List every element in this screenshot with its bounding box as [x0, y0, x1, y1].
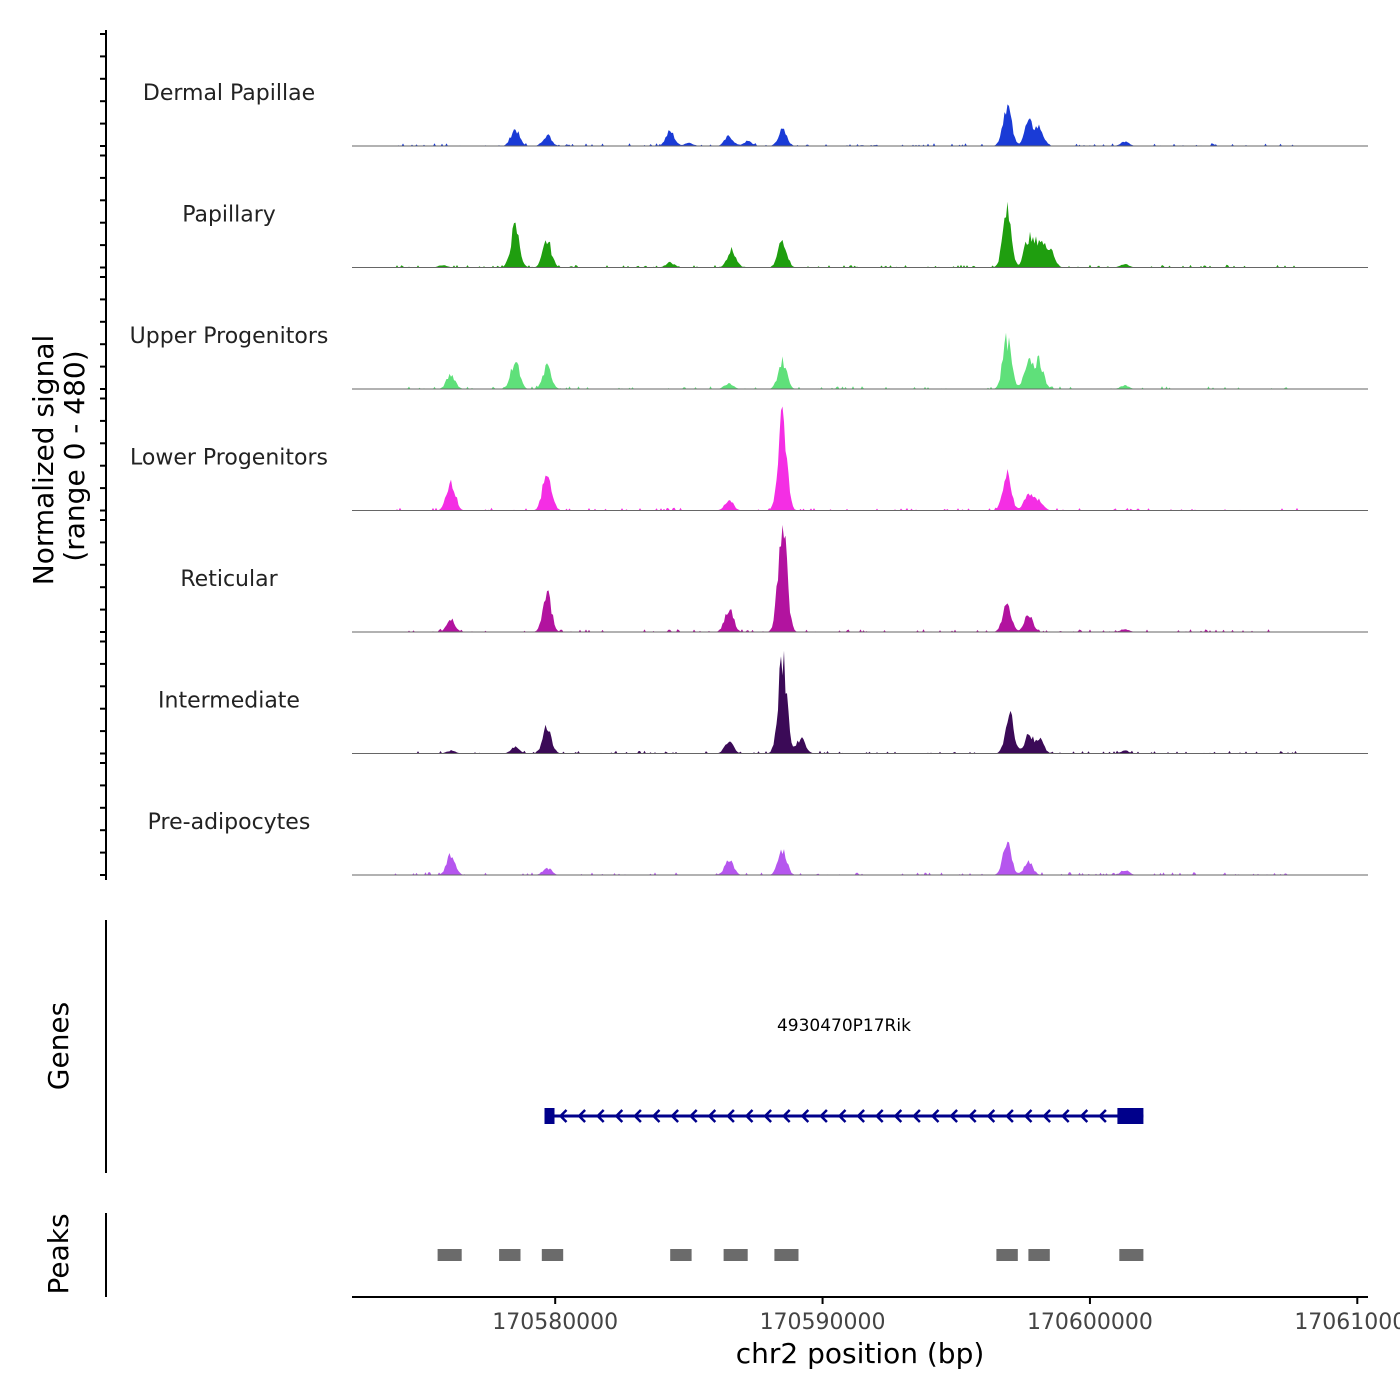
track-intermediate: Intermediate: [158, 650, 1368, 754]
strand-arrow: [633, 1109, 642, 1123]
x-axis-label: chr2 position (bp): [736, 1337, 985, 1370]
gene-name-label: 4930470P17Rik: [777, 1016, 911, 1036]
genes-panel-label: Genes: [42, 1002, 75, 1090]
track-label: Upper Progenitors: [130, 324, 329, 349]
track-label: Dermal Papillae: [143, 81, 315, 106]
strand-arrow: [986, 1109, 996, 1123]
strand-arrow: [930, 1109, 940, 1123]
strand-arrow: [670, 1109, 679, 1123]
coverage-area: [352, 524, 1368, 632]
strand-arrow: [1098, 1109, 1107, 1123]
peak-region: [996, 1249, 1018, 1261]
gene-4930470P17Rik: 4930470P17Rik: [544, 1016, 1144, 1124]
strand-arrow: [1023, 1109, 1033, 1123]
coverage-area: [352, 406, 1368, 511]
strand-arrow: [595, 1109, 605, 1123]
gene-exon: [544, 1108, 555, 1124]
y-axis-label: Normalized signal: [27, 335, 60, 586]
peak-region: [670, 1249, 692, 1261]
track-dermal-papillae: Dermal Papillae: [143, 81, 1368, 147]
coverage-tracks: Dermal Papillae Papillary Upper Progenitor…: [130, 81, 1368, 876]
track-label: Lower Progenitors: [130, 446, 328, 471]
strand-arrow: [763, 1109, 772, 1123]
peak-region: [541, 1249, 564, 1261]
track-lower-progenitors: Lower Progenitors: [130, 406, 1368, 511]
gene-exon: [1117, 1108, 1144, 1124]
y-axis-range-label: (range 0 - 480): [58, 350, 91, 561]
peak-region: [1028, 1249, 1050, 1261]
coverage-area: [352, 650, 1368, 754]
strand-arrow: [1079, 1109, 1089, 1123]
track-label: Pre-adipocytes: [148, 810, 311, 835]
strand-arrow: [893, 1109, 903, 1123]
track-reticular: Reticular: [180, 524, 1368, 633]
strand-arrow: [726, 1109, 735, 1123]
strand-arrow: [912, 1109, 921, 1123]
x-tick-label: 170610000: [1294, 1310, 1400, 1335]
track-pre-adipocytes: Pre-adipocytes: [148, 810, 1368, 876]
strand-arrow: [949, 1109, 958, 1123]
strand-arrow: [800, 1109, 810, 1123]
strand-arrow: [819, 1109, 828, 1123]
strand-arrow: [837, 1109, 847, 1123]
strand-arrow: [688, 1109, 698, 1123]
peak-region: [723, 1249, 748, 1261]
strand-arrow: [577, 1109, 586, 1123]
strand-arrow: [874, 1109, 884, 1123]
track-label: Reticular: [180, 567, 278, 592]
peak-region: [774, 1249, 799, 1261]
gene-annotations: 4930470P17Rik: [544, 1016, 1144, 1124]
peaks-panel-label: Peaks: [42, 1213, 75, 1294]
x-tick-label: 170600000: [1027, 1310, 1153, 1335]
coverage-area: [352, 332, 1368, 389]
strand-arrow: [558, 1109, 568, 1123]
x-tick-label: 170580000: [492, 1310, 618, 1335]
coverage-area: [352, 201, 1368, 268]
track-papillary: Papillary: [182, 201, 1368, 268]
track-upper-progenitors: Upper Progenitors: [130, 324, 1368, 390]
strand-arrow: [614, 1109, 624, 1123]
strand-arrow: [1060, 1109, 1070, 1123]
track-label: Papillary: [182, 203, 276, 228]
x-tick-label: 170590000: [760, 1310, 886, 1335]
peak-region: [1119, 1249, 1144, 1261]
strand-arrow: [967, 1109, 977, 1123]
peak-regions: [437, 1249, 1144, 1261]
peak-region: [499, 1249, 521, 1261]
strand-arrow: [1005, 1109, 1014, 1123]
strand-arrow: [707, 1109, 717, 1123]
strand-arrow: [651, 1109, 661, 1123]
strand-arrow: [856, 1109, 865, 1123]
strand-arrow: [1042, 1109, 1051, 1123]
peak-region: [437, 1249, 462, 1261]
strand-arrow: [744, 1109, 754, 1123]
coverage-y-ticks: [100, 33, 106, 876]
track-label: Intermediate: [158, 689, 300, 714]
coverage-area: [352, 104, 1368, 146]
coverage-area: [352, 841, 1368, 875]
strand-arrow: [781, 1109, 791, 1123]
x-axis-ticks: 170580000 170590000 170600000 170610000: [492, 1297, 1400, 1335]
